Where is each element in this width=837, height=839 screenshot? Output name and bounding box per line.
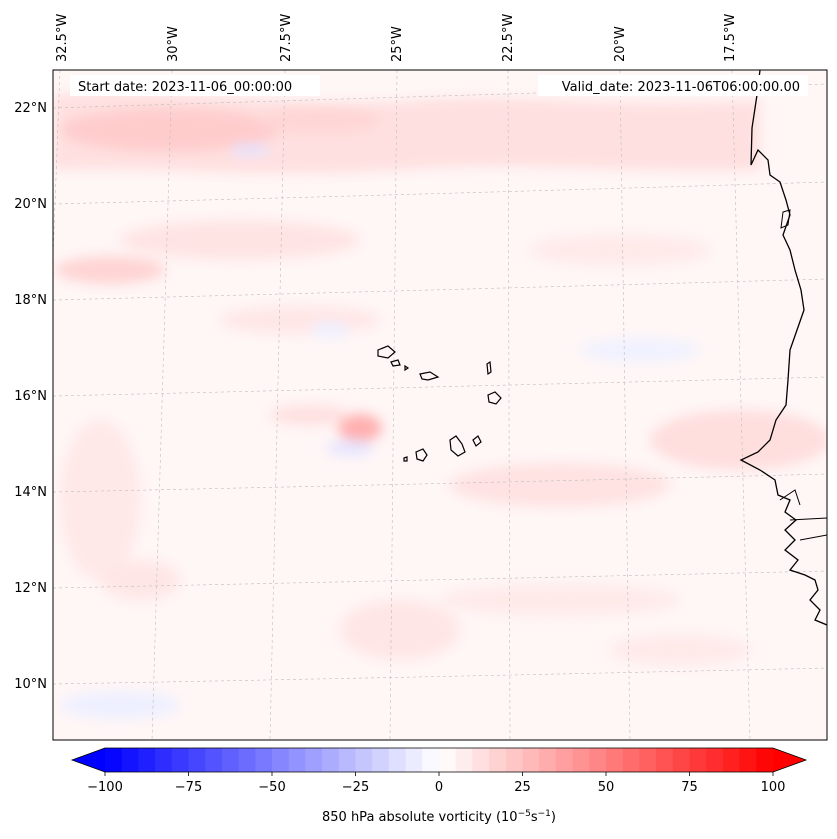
colorbar-segment	[706, 748, 724, 772]
valid-date-box	[538, 75, 808, 96]
colorbar-segment	[188, 748, 206, 772]
colorbar-segment	[639, 748, 657, 772]
colorbar-tick-label: −25	[342, 780, 369, 795]
colorbar-segment	[572, 748, 590, 772]
longitude-labels: 32.5°W 30°W 27.5°W 25°W 22.5°W 20°W 17.5…	[55, 14, 738, 62]
colorbar-tick-label: −50	[258, 780, 285, 795]
colorbar-segment	[622, 748, 640, 772]
colorbar-segment	[272, 748, 290, 772]
start-date-label: Start date: 2023-11-06_00:00:00	[78, 80, 292, 95]
lon-label-4: 25°W	[390, 26, 405, 62]
colorbar-segment	[689, 748, 707, 772]
colorbar-segment	[138, 748, 156, 772]
lat-label-1: 22°N	[14, 101, 47, 116]
colorbar-segment	[472, 748, 490, 772]
colorbar-segment	[255, 748, 273, 772]
colorbar-tick-label: −100	[87, 780, 123, 795]
start-date-box	[70, 75, 320, 96]
colorbar-segment	[205, 748, 223, 772]
map-frame	[52, 69, 828, 741]
colorbar-segment	[522, 748, 540, 772]
colorbar-segment	[422, 748, 440, 772]
colorbar-segment	[739, 748, 757, 772]
islands	[377, 345, 502, 462]
lon-label-5: 22.5°W	[501, 14, 516, 62]
lat-label-4: 16°N	[14, 389, 47, 404]
colorbar-segment	[121, 748, 139, 772]
colorbar-segment	[606, 748, 624, 772]
colorbar-segment	[505, 748, 523, 772]
colorbar-max-arrow	[773, 748, 806, 772]
colorbar-label: 850 hPa absolute vorticity (10−5s−1)	[322, 809, 556, 825]
colorbar-segment	[221, 748, 240, 772]
colorbar-segments	[105, 748, 774, 772]
colorbar-segment	[489, 748, 507, 772]
colorbar-segment	[589, 748, 607, 772]
colorbar-segment	[338, 748, 356, 772]
valid-date-label: Valid_date: 2023-11-06T06:00:00.00	[562, 80, 800, 95]
colorbar-segment	[305, 748, 323, 772]
lon-label-1: 32.5°W	[55, 14, 70, 62]
colorbar-tick-label: 0	[435, 780, 443, 795]
colorbar-segment	[322, 748, 340, 772]
colorbar-segment	[555, 748, 574, 772]
colorbar-tick-label: 100	[761, 780, 786, 795]
colorbar-segment	[238, 748, 256, 772]
colorbar-tick-label: 75	[681, 780, 698, 795]
lon-label-6: 20°W	[613, 26, 628, 62]
lat-label-2: 20°N	[14, 197, 47, 212]
colorbar-segment	[155, 748, 173, 772]
colorbar-segment	[722, 748, 741, 772]
lat-label-6: 12°N	[14, 581, 47, 596]
colorbar-segment	[672, 748, 690, 772]
colorbar-min-arrow	[72, 748, 105, 772]
colorbar-segment	[439, 748, 457, 772]
colorbar: −100 −75 −50 −25 0 25 50 75 100 850 hPa absolute…	[70, 747, 808, 825]
colorbar-segment	[388, 748, 407, 772]
colorbar-segment	[539, 748, 557, 772]
colorbar-segment	[105, 748, 123, 772]
colorbar-segment	[355, 748, 373, 772]
lon-label-7: 17.5°W	[723, 14, 738, 62]
lat-label-5: 14°N	[14, 485, 47, 500]
latitude-labels: 22°N 20°N 18°N 16°N 14°N 12°N 10°N	[14, 101, 47, 692]
colorbar-segment	[171, 748, 189, 772]
colorbar-ticks: −100 −75 −50 −25 0 25 50 75 100	[87, 772, 785, 795]
colorbar-segment	[455, 748, 473, 772]
lon-label-2: 30°W	[166, 26, 181, 62]
colorbar-segment	[372, 748, 390, 772]
coastline	[739, 70, 827, 626]
colorbar-tick-label: 50	[598, 780, 615, 795]
lat-label-3: 18°N	[14, 293, 47, 308]
lon-label-3: 27.5°W	[279, 14, 294, 62]
colorbar-segment	[405, 748, 423, 772]
colorbar-segment	[288, 748, 306, 772]
vorticity-field: Start date: 2023-11-06_00:00:00 Valid_da…	[53, 70, 827, 740]
colorbar-segment	[756, 748, 774, 772]
colorbar-tick-label: −75	[175, 780, 202, 795]
colorbar-segment	[656, 748, 674, 772]
lat-label-7: 10°N	[14, 677, 47, 692]
graticule	[53, 70, 827, 740]
colorbar-tick-label: 25	[514, 780, 531, 795]
